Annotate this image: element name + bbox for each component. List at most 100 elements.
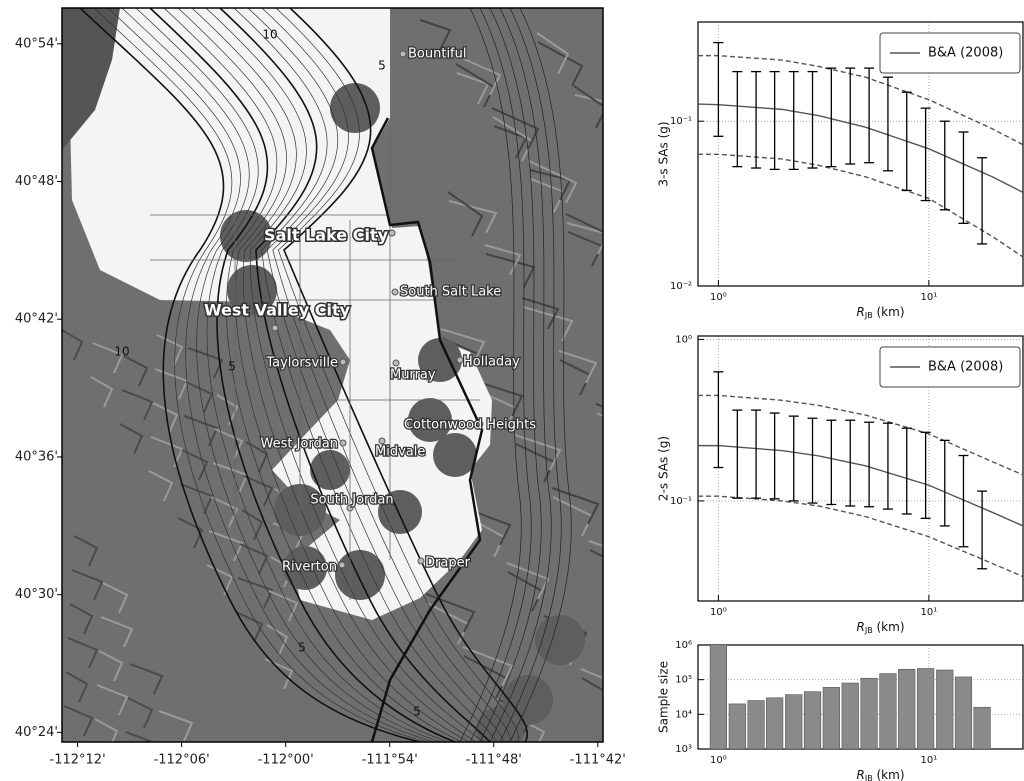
lower-bound [698,153,1023,258]
ridge [214,428,244,460]
contour [219,8,491,742]
ridge [581,677,603,692]
ridge [125,731,155,742]
contour [479,8,542,742]
place-dot [399,50,407,58]
contour [79,8,421,742]
ridge [245,441,269,473]
contour-label: 5 [378,59,386,73]
ridge [119,423,144,455]
bar [728,703,746,749]
model-curve [698,444,1023,527]
x-axis-label-part: R [856,305,864,319]
bar [917,668,935,749]
model-curve [698,103,1023,193]
y-axis-label: 2-s SAs (g) [657,436,671,501]
contour [275,8,520,742]
upper-bound [698,394,1023,476]
ridge [264,658,294,690]
place-label: West Jordan [261,437,338,452]
ridge [121,389,154,421]
x-axis-label-part: JB [864,626,873,635]
ridge [266,624,289,656]
contour [121,8,442,742]
coverage-circle [283,546,327,590]
ridge [216,394,239,426]
ridge [602,267,603,269]
place-label: West Valley City [204,301,351,320]
ridge [522,306,574,342]
ridge [448,200,498,234]
contour [489,8,552,742]
bar [898,668,916,749]
y-axis-label: 3-s SAs (g) [657,121,671,186]
x-tick-label: -112°06' [154,753,210,768]
coverage-circle [433,433,477,477]
ridge [469,509,512,546]
ridge [558,350,598,384]
x-axis-label: RJB (km) [856,305,904,320]
y-tick-label: 10⁻² [670,281,692,292]
x-tick-label: 10⁰ [710,755,727,766]
place-label: Draper [425,556,471,571]
ridge [580,668,603,680]
ridge [185,381,214,413]
ridge [179,483,214,515]
ridge [150,436,184,468]
contour-label: 10 [114,345,129,359]
bar [936,669,954,749]
coverage-circle [310,450,350,490]
bar [973,706,991,749]
contour [205,8,484,742]
place-label: Holladay [463,355,520,370]
y-tick-label: 40°42' [15,312,58,327]
ridge [425,593,476,633]
legend-box [879,32,1021,74]
place-label: Riverton [282,560,337,575]
bar [785,694,803,749]
ridge [96,684,129,716]
bar [954,676,973,749]
ridge [102,582,129,614]
x-axis-label-part: R [856,768,864,781]
mountain-blob [62,8,120,150]
x-axis-label-part: R [856,620,864,634]
place-dot [417,557,425,565]
ridge [148,470,174,502]
ridge [65,671,89,703]
contour [469,8,532,742]
bars [709,645,991,749]
ridge [565,213,603,233]
legend-label: B&A (2008) [928,360,1003,375]
ridge [92,342,124,374]
x-axis-label-part: JB [864,311,873,320]
bar [766,697,784,749]
x-tick-label: 10¹ [921,755,938,766]
ridge [536,32,570,75]
place-dot [338,561,346,569]
y-tick-label: 40°24' [15,725,58,740]
coverage-circle [535,615,585,665]
place-label: Salt Lake City [264,226,389,245]
ridge [183,415,219,447]
y-tick-label: 10⁴ [675,709,692,720]
ridge [129,663,164,695]
place-dot [271,324,279,332]
ridge [566,222,603,255]
x-tick-label: 10¹ [921,607,938,618]
x-axis-label-part: JB [864,774,873,781]
contour-label: 5 [228,360,236,374]
ridge [71,569,104,601]
x-axis-label: RJB (km) [856,768,904,781]
ridge [491,107,540,150]
ridge [447,191,484,237]
ridge [127,697,154,729]
coverage-circle [220,210,272,262]
ridge [235,611,264,643]
ridge [611,139,644,182]
contour [499,8,562,742]
place-dot [339,358,347,366]
ridge [574,94,603,103]
y-axis-label: Sample size [657,661,671,733]
y-tick-label: 40°54' [15,36,58,51]
